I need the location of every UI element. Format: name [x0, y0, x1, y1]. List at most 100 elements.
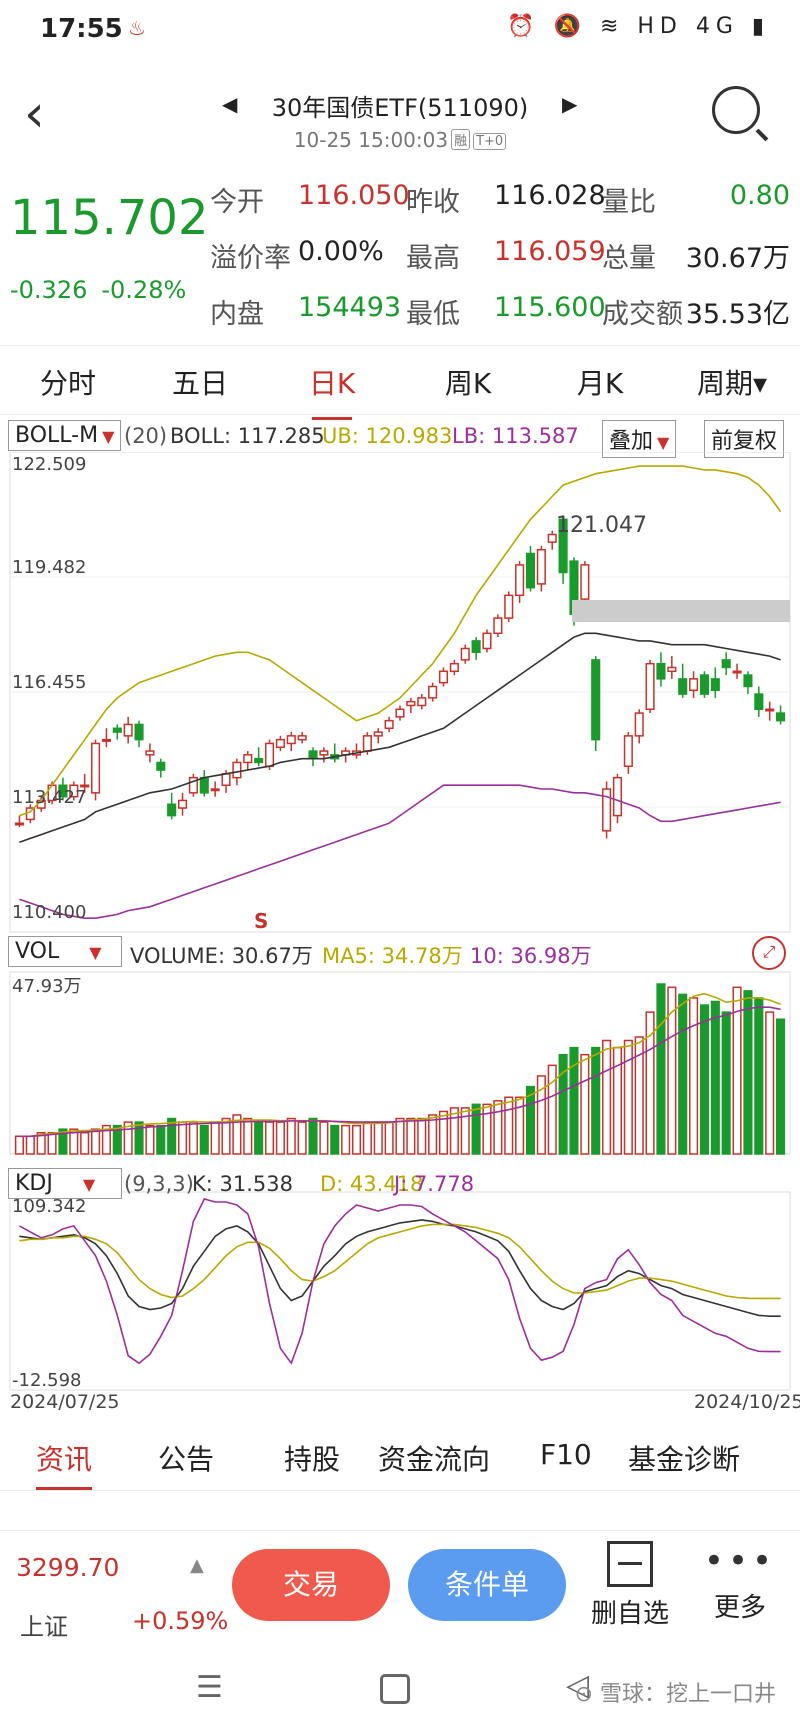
volume-bar [428, 1114, 438, 1155]
candle-body [634, 712, 644, 737]
clock: 17:55 [40, 14, 123, 44]
expand-up-icon[interactable]: ▲ [190, 1555, 204, 1576]
kdj-header: KDJ ▼ (9,3,3) K: 31.538 D: 43.418 J: 7.77… [0, 1168, 800, 1204]
y-tick-label: 116.455 [12, 672, 86, 693]
volume-bar [308, 1117, 318, 1155]
volume-bar [69, 1128, 79, 1155]
more-label: 更多 [713, 1593, 766, 1623]
candle-body [80, 784, 90, 788]
candle-body [14, 822, 24, 826]
vol-selector[interactable]: VOL ▼ [8, 936, 122, 967]
home-icon[interactable] [380, 1674, 410, 1704]
remove-watchlist-button[interactable]: 删自选 [580, 1541, 680, 1630]
y-tick-label: 122.509 [12, 454, 86, 475]
candle-body [754, 693, 764, 711]
boll-mid-line [19, 632, 781, 843]
volume-bar [14, 1135, 24, 1155]
quote-value: 0.00% [298, 236, 384, 267]
more-button[interactable]: ••• 更多 [690, 1541, 790, 1624]
tab-announcements[interactable]: 公告 [158, 1443, 215, 1476]
boll-lb-line [19, 784, 781, 920]
prev-stock-icon[interactable]: ◀ [222, 92, 238, 116]
tab-weekly-k[interactable]: 周K [444, 367, 492, 400]
candle-body [112, 727, 122, 733]
tab-period[interactable]: 周期▾ [696, 367, 768, 400]
tab-daily-k[interactable]: 日K [272, 362, 392, 420]
tab-fund-flow[interactable]: 资金流向 [378, 1443, 491, 1476]
index-name: 上证 [20, 1613, 68, 1641]
search-icon[interactable] [712, 86, 760, 134]
candle-body [449, 662, 459, 673]
volume-bar [678, 993, 688, 1155]
quote-value: 116.059 [494, 236, 606, 267]
period-tabs: 分时 五日 日K 周K 月K 周期▾ [0, 345, 800, 420]
kdj-j: J: 7.778 [394, 1172, 475, 1196]
fullscreen-icon[interactable]: ⤢ [752, 936, 786, 970]
more-icon: ••• [703, 1541, 777, 1581]
candle-body [710, 678, 720, 692]
candle-body [232, 761, 242, 779]
menu-icon[interactable]: ☰ [196, 1670, 223, 1705]
candle-body [743, 674, 753, 688]
volume-bar [36, 1131, 46, 1155]
candle-body [732, 670, 742, 674]
trade-button[interactable]: 交易 [232, 1549, 390, 1621]
kdj-selector[interactable]: KDJ ▼ [8, 1168, 122, 1199]
volume-bar [351, 1124, 362, 1155]
volume-bar [504, 1096, 514, 1155]
kdj-d-line [19, 1223, 781, 1300]
conditional-order-button[interactable]: 条件单 [408, 1549, 566, 1621]
volume-bar [721, 1011, 731, 1155]
boll-ub: UB: 120.983 [322, 424, 453, 448]
tab-f10[interactable]: F10 [540, 1438, 592, 1471]
candle-body [254, 757, 264, 764]
tab-holdings[interactable]: 持股 [284, 1443, 341, 1476]
volume-bar [558, 1053, 568, 1155]
volume-bar [515, 1096, 525, 1155]
boll-params: (20) [124, 424, 168, 448]
quote-label: 最低 [406, 299, 460, 330]
candle-body [558, 518, 568, 574]
back-icon[interactable]: ‹ [24, 84, 45, 144]
candle-body [623, 735, 633, 767]
next-stock-icon[interactable]: ▶ [562, 92, 578, 116]
volume-bar [743, 990, 753, 1155]
page-title: 30年国债ETF(511090) [271, 94, 529, 122]
tab-fund-diagnosis[interactable]: 基金诊断 [628, 1443, 741, 1476]
volume-bar [482, 1103, 492, 1155]
kdj-ymin: -12.598 [12, 1370, 81, 1391]
candle-body [319, 750, 329, 756]
candle-body [264, 742, 275, 767]
candle-body [471, 640, 481, 654]
tab-monthly-k[interactable]: 月K [576, 367, 624, 400]
kdj-chart-frame [9, 1191, 791, 1391]
tab-five-day[interactable]: 五日 [171, 367, 228, 400]
volume-bar [395, 1117, 405, 1155]
charts[interactable]: 121.047 S 122.509 119.482 116.455 113.427 11… [0, 452, 800, 1452]
index-value[interactable]: 3299.70 [16, 1553, 120, 1582]
sell-signal: S [254, 909, 268, 933]
tab-news[interactable]: 资讯 [36, 1438, 93, 1490]
candle-body [90, 742, 101, 794]
volume-bar [286, 1117, 296, 1155]
peak-label: 121.047 [556, 513, 647, 538]
quote-value: 115.600 [494, 292, 606, 323]
info-tabs: 资讯 公告 持股 资金流向 F10 基金诊断 [0, 1430, 800, 1491]
gap-zone [572, 600, 790, 622]
volume-bar [243, 1117, 253, 1155]
candle-body [297, 735, 307, 741]
volume-bar [602, 1039, 612, 1155]
boll-selector[interactable]: BOLL-M ▼ [8, 420, 122, 451]
kdj-k: K: 31.538 [192, 1172, 294, 1196]
candle-body [656, 662, 666, 680]
change-percent: -0.28% [101, 276, 187, 304]
header: ‹ ◀ 30年国债ETF(511090) ▶ 10-25 15:00:03 融 T+… [0, 70, 800, 160]
candle-body [482, 632, 492, 650]
volume-bar [177, 1121, 188, 1155]
back-nav-icon[interactable]: ◁ [566, 1668, 590, 1703]
volume-bar [776, 1018, 786, 1155]
tab-intraday[interactable]: 分时 [39, 367, 96, 400]
volume-bar [254, 1121, 264, 1155]
dropdown-icon: ▼ [102, 427, 115, 446]
candle-body [123, 723, 133, 737]
